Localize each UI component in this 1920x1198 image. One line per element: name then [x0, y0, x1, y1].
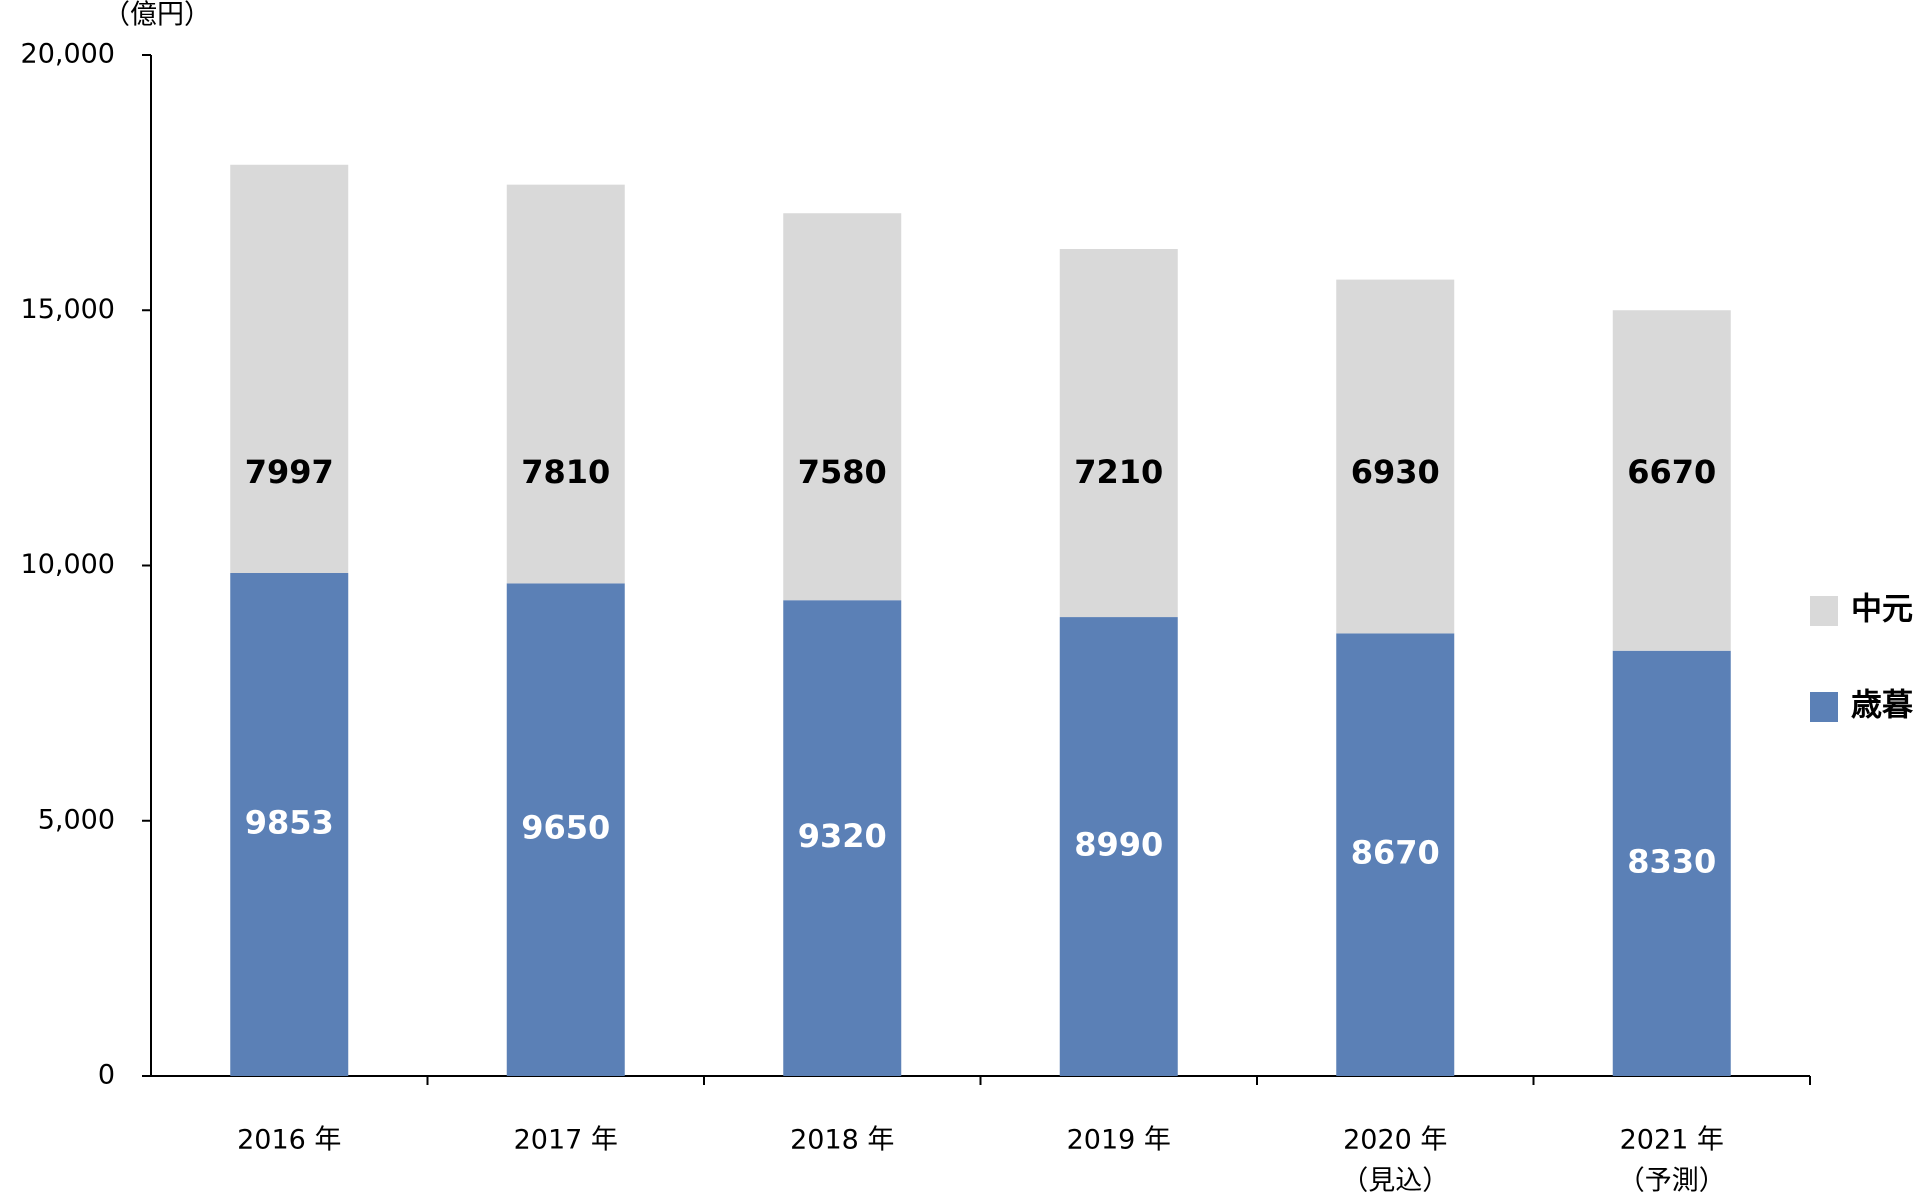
- data-label: 7810: [521, 453, 610, 491]
- legend-label: 歳暮: [1851, 688, 1914, 724]
- x-tick-note: （見込）: [1341, 1166, 1449, 1197]
- y-tick-label: 0: [98, 1060, 115, 1091]
- data-label: 8670: [1351, 834, 1440, 872]
- legend-swatch: [1810, 692, 1838, 722]
- data-label: 7997: [245, 453, 334, 491]
- bar-segment: [506, 583, 625, 1076]
- y-tick-label: 5,000: [38, 804, 115, 835]
- data-label: 7210: [1074, 453, 1163, 491]
- bar-segment: [1336, 633, 1455, 1076]
- y-axis-label: （億円）: [103, 0, 211, 31]
- data-label: 9320: [798, 817, 887, 855]
- x-tick-note: （予測）: [1618, 1166, 1726, 1197]
- data-label: 9650: [521, 809, 610, 847]
- bar-segment: [506, 184, 625, 584]
- x-tick-label: 2019 年: [1067, 1125, 1171, 1156]
- bar-segment: [1059, 617, 1178, 1076]
- data-label: 7580: [798, 453, 887, 491]
- bar-segment: [1336, 279, 1455, 634]
- data-label: 8330: [1627, 842, 1716, 880]
- x-tick-label: 2016 年: [237, 1125, 341, 1156]
- data-label: 6930: [1351, 453, 1440, 491]
- x-tick-label: 2020 年: [1343, 1125, 1447, 1156]
- x-tick-label: 2021 年: [1620, 1125, 1724, 1156]
- x-tick-label: 2017 年: [514, 1125, 618, 1156]
- data-label: 9853: [245, 804, 334, 842]
- y-tick-label: 10,000: [21, 549, 115, 580]
- bar-segment: [230, 573, 349, 1076]
- bar-segment: [1059, 248, 1178, 618]
- legend-swatch: [1810, 596, 1838, 626]
- y-tick-label: 15,000: [21, 294, 115, 325]
- bar-segment: [230, 164, 349, 574]
- data-label: 8990: [1074, 826, 1163, 864]
- x-tick-label: 2018 年: [790, 1125, 894, 1156]
- y-tick-label: 20,000: [21, 39, 115, 70]
- bar-segment: [1612, 310, 1731, 651]
- legend-label: 中元: [1851, 592, 1913, 628]
- bar-segment: [783, 213, 902, 601]
- bar-segment: [1612, 650, 1731, 1076]
- data-label: 6670: [1627, 453, 1716, 491]
- bar-segment: [783, 600, 902, 1076]
